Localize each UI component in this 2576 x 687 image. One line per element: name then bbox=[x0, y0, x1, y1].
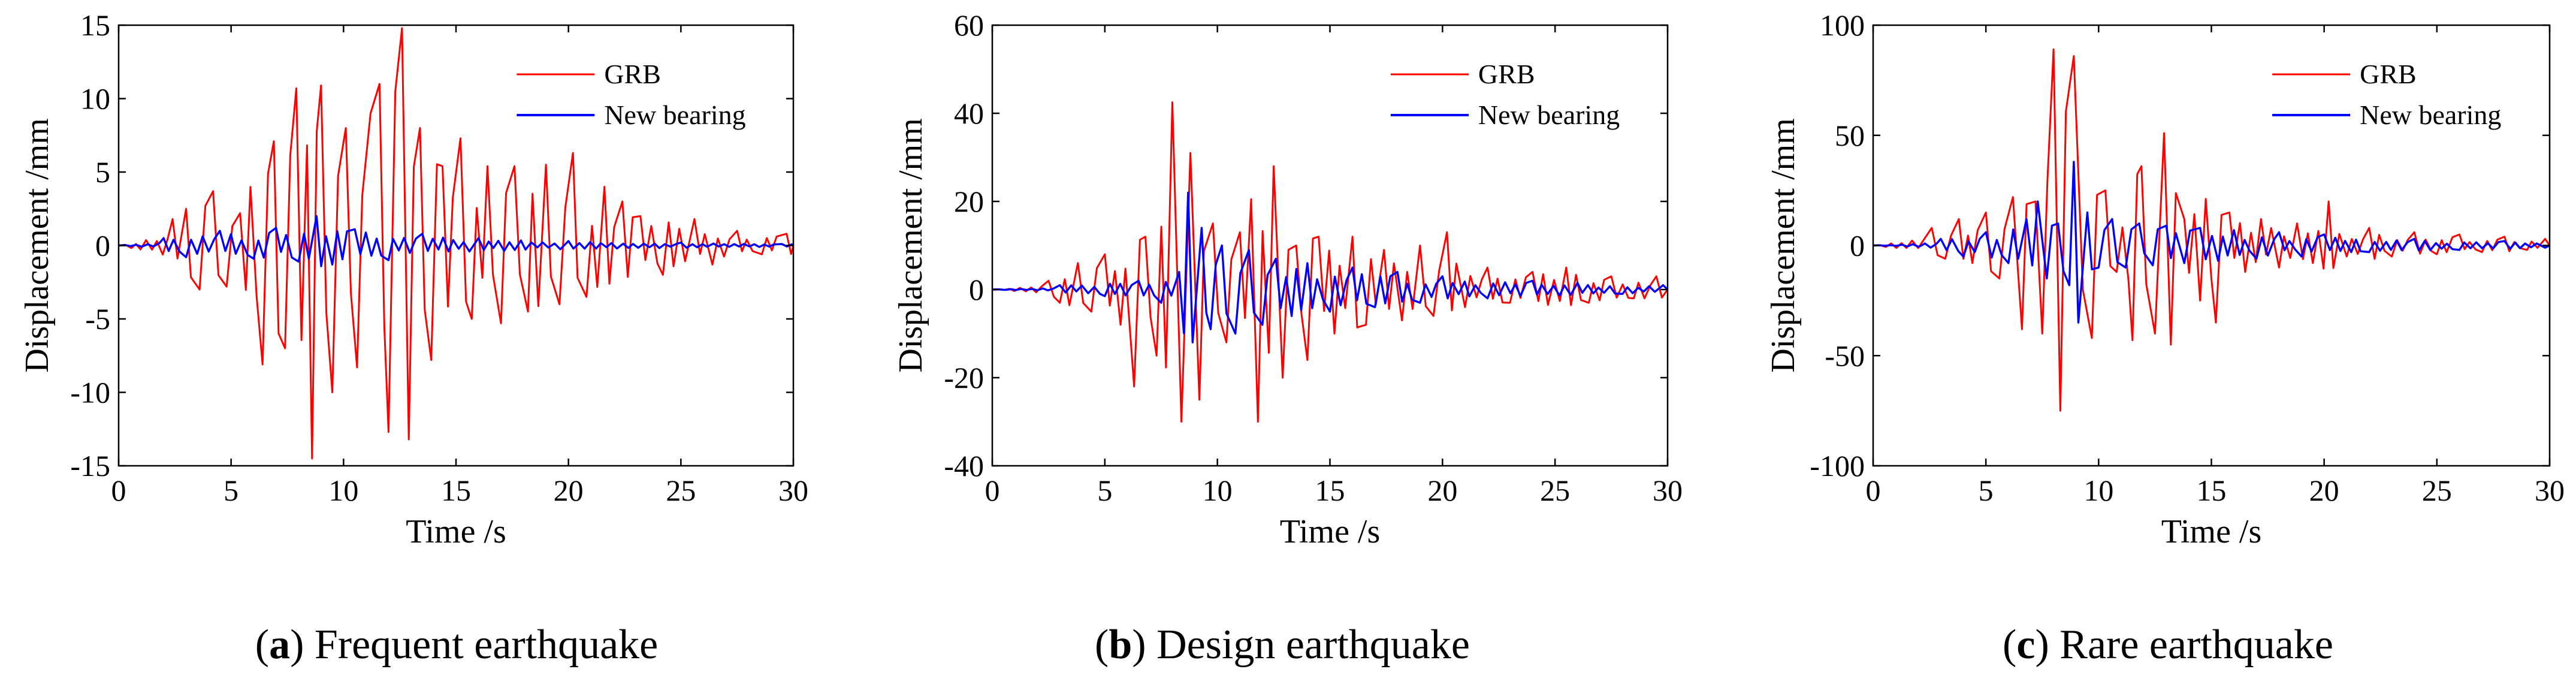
y-axis-label: Displacement /mm bbox=[1765, 118, 1802, 373]
panel-caption: (b) Design earthquake bbox=[1095, 622, 1470, 668]
x-tick-label: 15 bbox=[2197, 474, 2227, 507]
x-tick-label: 25 bbox=[666, 474, 696, 507]
panel-caption: (a) Frequent earthquake bbox=[255, 622, 659, 668]
y-tick-label: 5 bbox=[95, 155, 110, 189]
x-tick-label: 5 bbox=[224, 474, 238, 507]
series-line-new-bearing bbox=[1873, 161, 2550, 324]
axes-box bbox=[991, 24, 1669, 467]
x-axis-label: Time /s bbox=[2161, 513, 2262, 550]
x-tick-label: 30 bbox=[2535, 474, 2565, 507]
y-tick-label: 0 bbox=[969, 273, 984, 306]
x-axis-label: Time /s bbox=[406, 513, 506, 550]
x-tick-label: 25 bbox=[1540, 474, 1570, 507]
x-tick-label: 5 bbox=[1979, 474, 1994, 507]
y-tick-label: -20 bbox=[944, 361, 984, 394]
y-tick-label: 60 bbox=[954, 8, 984, 42]
y-tick-label: 100 bbox=[1820, 8, 1865, 42]
series-line-grb bbox=[1873, 48, 2550, 412]
x-tick-label: 5 bbox=[1097, 474, 1112, 507]
legend-label: GRB bbox=[2360, 59, 2417, 89]
x-tick-label: 10 bbox=[2083, 474, 2113, 507]
legend-label: GRB bbox=[604, 59, 661, 89]
y-tick-label: 40 bbox=[954, 97, 984, 130]
y-tick-label: -40 bbox=[944, 449, 984, 483]
x-tick-label: 20 bbox=[554, 474, 584, 507]
x-tick-label: 15 bbox=[441, 474, 471, 507]
series-line-new-bearing bbox=[119, 215, 793, 267]
series-line-grb bbox=[992, 101, 1668, 423]
legend-label: New bearing bbox=[1478, 100, 1620, 130]
y-tick-label: 10 bbox=[80, 82, 110, 116]
chart-panel-b: 0 5 10 15 20 25 30 -40 -20 0 20 40 60 Time /s Displace… bbox=[892, 8, 1683, 668]
chart-panel-c: 0 5 10 15 20 25 30 -100 -50 0 50 100 Time /s Displace… bbox=[1765, 8, 2565, 668]
x-tick-label: 20 bbox=[2309, 474, 2339, 507]
y-tick-label: 50 bbox=[1835, 119, 1865, 152]
x-tick-label: 15 bbox=[1315, 474, 1345, 507]
legend-label: New bearing bbox=[2360, 100, 2501, 130]
y-tick-label: 20 bbox=[954, 185, 984, 218]
series-line-new-bearing bbox=[992, 191, 1668, 344]
y-tick-label: 0 bbox=[1850, 229, 1865, 263]
y-tick-label: 15 bbox=[80, 8, 110, 42]
y-tick-label: 0 bbox=[95, 229, 110, 263]
x-tick-label: 0 bbox=[111, 474, 126, 507]
y-tick-label: -50 bbox=[1825, 339, 1865, 372]
legend-label: New bearing bbox=[604, 100, 745, 130]
y-axis-label: Displacement /mm bbox=[19, 118, 56, 373]
legend-label: GRB bbox=[1478, 59, 1535, 89]
x-tick-label: 25 bbox=[2422, 474, 2452, 507]
panel-caption: (c) Rare earthquake bbox=[2003, 622, 2333, 668]
x-tick-label: 30 bbox=[778, 474, 808, 507]
y-tick-label: -10 bbox=[70, 376, 110, 409]
x-tick-label: 0 bbox=[985, 474, 1000, 507]
x-tick-label: 20 bbox=[1427, 474, 1457, 507]
y-tick-label: -100 bbox=[1810, 449, 1865, 483]
x-tick-label: 10 bbox=[328, 474, 358, 507]
chart-panel-a: 0 5 10 15 20 25 30 -15 -10 -5 0 5 10 15 Time /s Displac… bbox=[19, 8, 808, 668]
x-axis-label: Time /s bbox=[1280, 513, 1381, 550]
x-tick-label: 10 bbox=[1203, 474, 1233, 507]
y-tick-label: -15 bbox=[70, 449, 110, 483]
y-tick-label: -5 bbox=[85, 302, 110, 336]
x-tick-label: 0 bbox=[1866, 474, 1881, 507]
x-tick-label: 30 bbox=[1653, 474, 1683, 507]
y-axis-label: Displacement /mm bbox=[892, 118, 929, 373]
